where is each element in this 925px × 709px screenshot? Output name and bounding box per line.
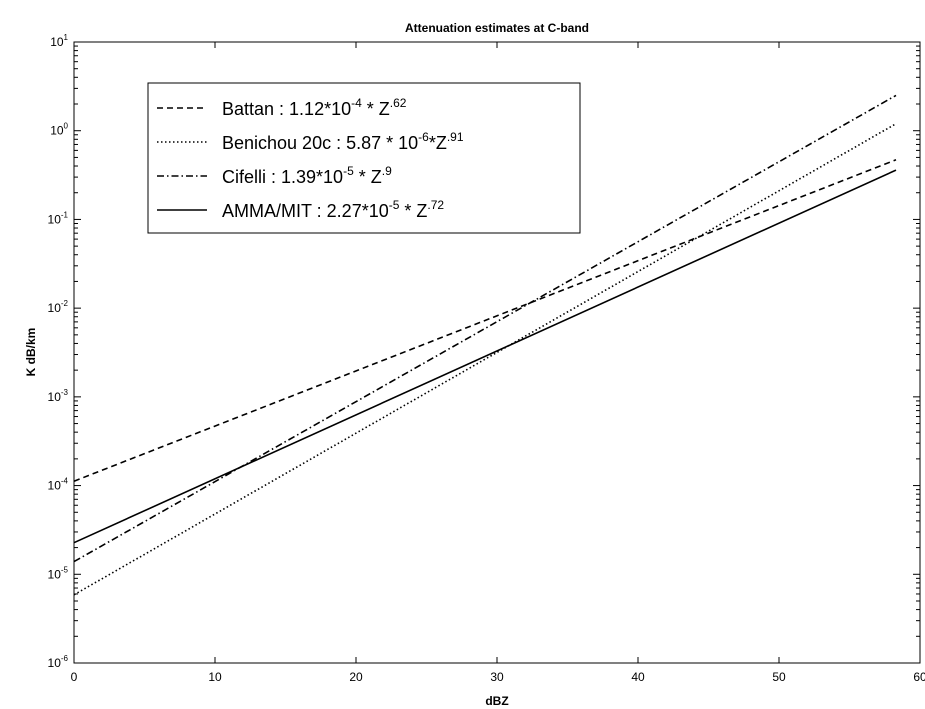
x-tick-label: 30 [490, 670, 504, 684]
y-tick-label: 10-1 [48, 210, 69, 226]
x-tick-label: 40 [631, 670, 645, 684]
y-tick-label: 10-6 [48, 654, 69, 670]
series-line-3 [73, 94, 897, 563]
x-tick-label: 60 [913, 670, 925, 684]
y-tick-label: 10-2 [48, 299, 69, 315]
series-lines [73, 94, 897, 596]
legend: Battan : 1.12*10-4 * Z.62 Benichou 20c : … [147, 82, 581, 234]
legend-label-3: Cifelli : 1.39*10-5 * Z.9 [222, 164, 392, 187]
y-tick-label: 101 [50, 33, 68, 49]
x-tick-label: 10 [208, 670, 222, 684]
y-axis: 10-6 10-5 10-4 10-3 10-2 10-1 100 101 [48, 33, 920, 670]
x-axis: 0 10 20 30 40 50 60 [71, 42, 925, 684]
y-tick-label: 10-4 [48, 477, 69, 493]
y-tick-label: 100 [50, 122, 68, 138]
legend-label-1: Battan : 1.12*10-4 * Z.62 [222, 96, 407, 119]
chart-title: Attenuation estimates at C-band [405, 21, 589, 35]
y-tick-label: 10-5 [48, 565, 69, 581]
series-line-4 [73, 169, 897, 544]
y-axis-label: K dB/km [24, 328, 38, 377]
legend-label-4: AMMA/MIT : 2.27*10-5 * Z.72 [222, 198, 444, 221]
series-line-1 [73, 159, 897, 482]
legend-box [147, 82, 581, 234]
x-axis-label: dBZ [485, 694, 508, 708]
x-tick-label: 20 [349, 670, 363, 684]
legend-label-2: Benichou 20c : 5.87 * 10-6*Z.91 [222, 130, 464, 153]
y-tick-label: 10-3 [48, 388, 69, 404]
x-tick-label: 50 [772, 670, 786, 684]
x-tick-label: 0 [71, 670, 78, 684]
